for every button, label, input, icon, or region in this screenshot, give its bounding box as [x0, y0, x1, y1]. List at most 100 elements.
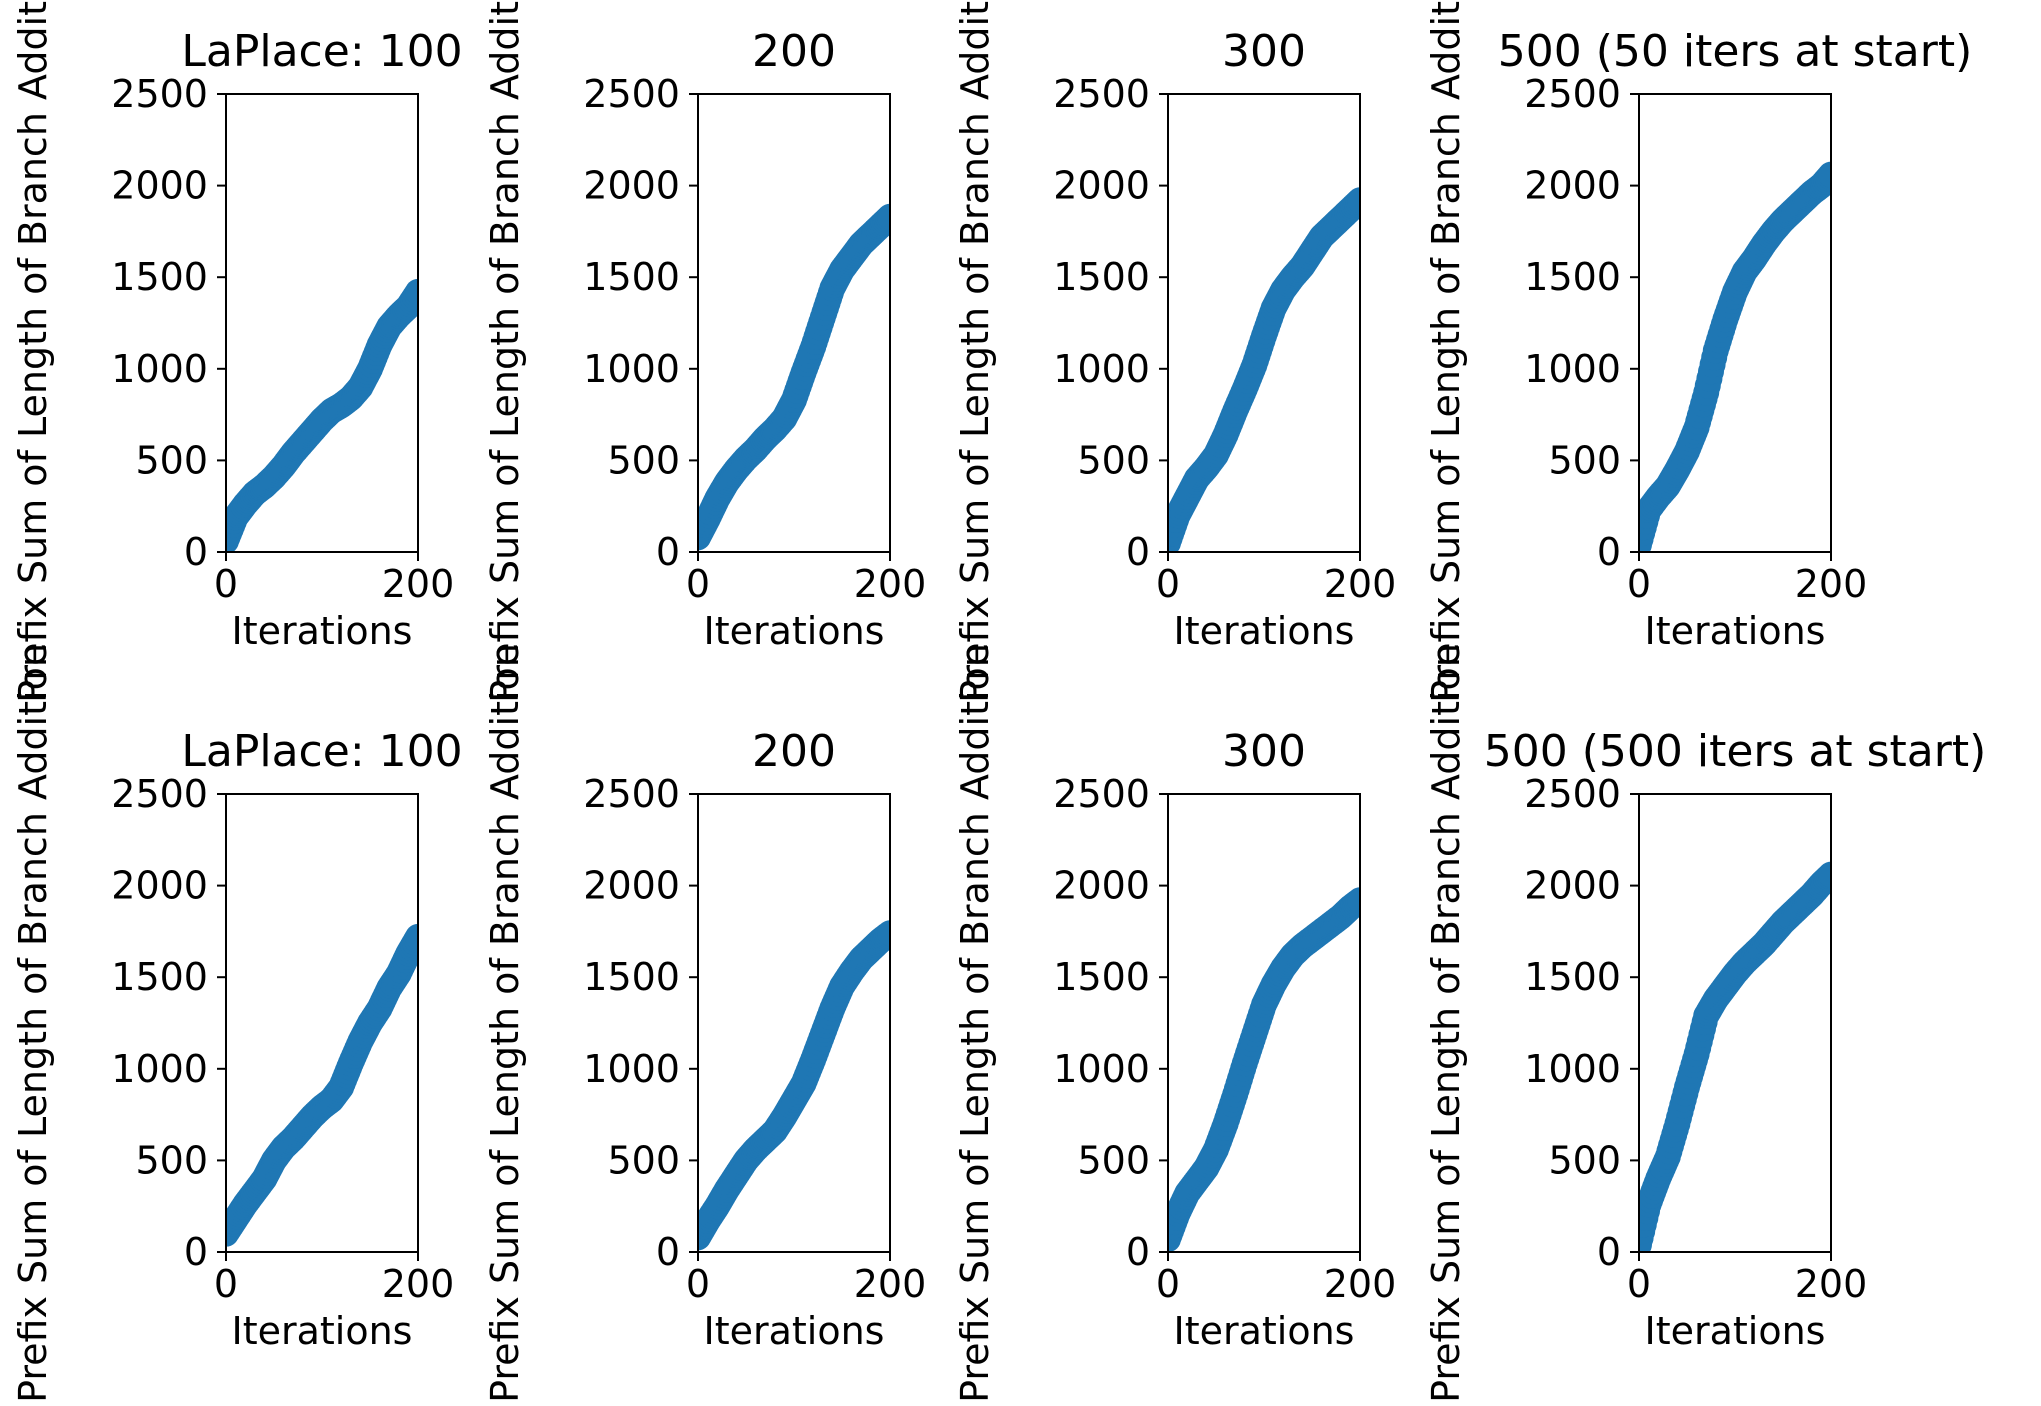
y-tick-label: 1000 [111, 1047, 208, 1091]
y-tick-label: 500 [1077, 438, 1150, 482]
y-tick-label: 1500 [111, 255, 208, 299]
y-tick-label: 2500 [1524, 772, 1621, 816]
x-tick-label: 200 [854, 562, 927, 606]
x-axis-label: Iterations [232, 1309, 413, 1353]
y-tick-label: 500 [135, 438, 208, 482]
y-tick-label: 0 [1597, 530, 1621, 574]
y-tick-label: 2000 [1053, 864, 1150, 908]
subplot-title: 200 [752, 726, 836, 777]
y-tick-label: 2500 [1053, 72, 1150, 116]
y-tick-label: 1500 [1053, 255, 1150, 299]
y-axis-label: Prefix Sum of Length of Branch Addition [953, 643, 997, 1403]
y-tick-label: 1500 [111, 955, 208, 999]
y-axis-label: Prefix Sum of Length of Branch Addition [953, 0, 997, 703]
y-tick-label: 1500 [1524, 955, 1621, 999]
data-point [1818, 861, 1831, 888]
y-tick-label: 1500 [583, 955, 680, 999]
y-tick-label: 0 [184, 1230, 208, 1274]
x-tick-label: 0 [686, 1262, 710, 1306]
y-axis-label: Prefix Sum of Length of Branch Addition [11, 0, 55, 703]
x-tick-label: 200 [382, 1262, 455, 1306]
y-tick-label: 500 [1548, 438, 1621, 482]
y-tick-label: 0 [184, 530, 208, 574]
x-tick-label: 0 [1627, 562, 1651, 606]
y-tick-label: 2000 [1524, 864, 1621, 908]
y-tick-label: 2000 [111, 164, 208, 208]
x-tick-label: 200 [1324, 1262, 1397, 1306]
data-point [1818, 161, 1831, 188]
x-tick-label: 200 [854, 1262, 927, 1306]
y-tick-label: 1500 [583, 255, 680, 299]
x-axis-label: Iterations [704, 609, 885, 653]
x-axis-label: Iterations [1174, 1309, 1355, 1353]
y-tick-label: 500 [1548, 1138, 1621, 1182]
y-tick-label: 1500 [1524, 255, 1621, 299]
x-tick-label: 0 [1156, 562, 1180, 606]
y-tick-label: 0 [1597, 1230, 1621, 1274]
x-tick-label: 0 [214, 562, 238, 606]
axes-frame [225, 93, 419, 553]
axes-frame [1167, 793, 1361, 1253]
y-axis-label: Prefix Sum of Length of Branch Addition [483, 0, 527, 703]
y-tick-label: 2500 [1053, 772, 1150, 816]
y-tick-label: 0 [1126, 1230, 1150, 1274]
subplot-title: LaPlace: 100 [181, 26, 462, 77]
x-tick-label: 0 [1627, 1262, 1651, 1306]
y-tick-label: 2000 [1053, 164, 1150, 208]
y-axis-label: Prefix Sum of Length of Branch Addition [1424, 0, 1468, 703]
subplot-title: 300 [1222, 26, 1306, 77]
data-point [877, 203, 890, 230]
x-axis-label: Iterations [232, 609, 413, 653]
y-tick-label: 0 [656, 530, 680, 574]
scatter-series [226, 923, 418, 1247]
data-point [877, 920, 890, 947]
axes-frame [697, 93, 891, 553]
scatter-series [698, 203, 890, 551]
scatter-series [226, 278, 418, 552]
y-tick-label: 1000 [1053, 1047, 1150, 1091]
y-axis-label: Prefix Sum of Length of Branch Addition [11, 643, 55, 1403]
y-tick-label: 2500 [111, 772, 208, 816]
axes-frame [697, 793, 891, 1253]
y-tick-label: 1000 [1053, 347, 1150, 391]
y-tick-label: 2000 [111, 864, 208, 908]
scatter-series [1639, 161, 1831, 552]
y-tick-label: 2500 [111, 72, 208, 116]
scatter-series [1168, 187, 1360, 552]
y-tick-label: 500 [1077, 1138, 1150, 1182]
y-tick-label: 2500 [583, 772, 680, 816]
y-axis-label: Prefix Sum of Length of Branch Addition [1424, 643, 1468, 1403]
data-point [405, 278, 418, 305]
x-axis-label: Iterations [1174, 609, 1355, 653]
y-tick-label: 1000 [1524, 347, 1621, 391]
axes-frame [225, 793, 419, 1253]
x-axis-label: Iterations [1645, 1309, 1826, 1353]
y-tick-label: 2500 [1524, 72, 1621, 116]
x-tick-label: 0 [686, 562, 710, 606]
x-tick-label: 200 [1795, 562, 1868, 606]
axes-frame [1167, 93, 1361, 553]
scatter-series [1639, 861, 1831, 1252]
x-tick-label: 0 [1156, 1262, 1180, 1306]
scatter-series [698, 920, 890, 1251]
x-axis-label: Iterations [1645, 609, 1826, 653]
y-tick-label: 1000 [583, 347, 680, 391]
data-point [1347, 187, 1360, 214]
subplot-title: 200 [752, 26, 836, 77]
x-axis-label: Iterations [704, 1309, 885, 1353]
x-tick-label: 200 [1324, 562, 1397, 606]
x-tick-label: 200 [382, 562, 455, 606]
y-tick-label: 500 [607, 1138, 680, 1182]
data-point [1347, 887, 1360, 914]
y-tick-label: 500 [135, 1138, 208, 1182]
x-tick-label: 200 [1795, 1262, 1868, 1306]
scatter-series [1168, 887, 1360, 1252]
data-point [405, 923, 418, 950]
y-tick-label: 1000 [583, 1047, 680, 1091]
